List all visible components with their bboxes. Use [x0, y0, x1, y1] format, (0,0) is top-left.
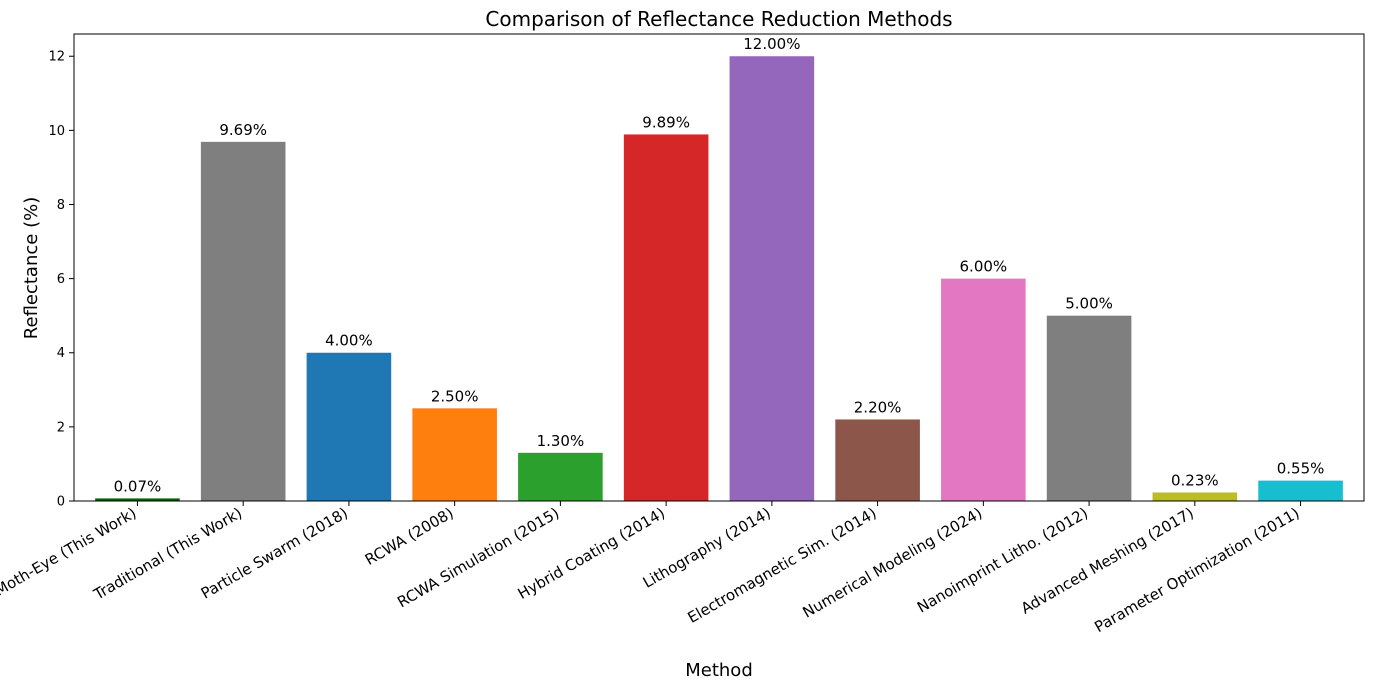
- y-tick-label: 12: [48, 50, 65, 65]
- x-tick-label: Parameter Optimization (2011): [1091, 504, 1302, 636]
- bar: [518, 452, 603, 501]
- bars: [95, 56, 1343, 501]
- data-label: 2.20%: [854, 398, 902, 416]
- y-axis-ticks: 0 2 4 6 8 10 12: [48, 50, 74, 510]
- y-tick-label: 6: [57, 272, 65, 287]
- bar: [1152, 492, 1238, 501]
- bar: [412, 408, 497, 501]
- data-label: 12.00%: [743, 35, 800, 53]
- chart-title: Comparison of Reflectance Reduction Meth…: [485, 7, 952, 31]
- x-tick-label: Nanoimprint Litho. (2012): [914, 504, 1091, 617]
- data-label: 4.00%: [325, 332, 373, 350]
- bar: [1258, 480, 1343, 501]
- bar: [1046, 315, 1132, 501]
- data-label: 2.50%: [431, 387, 479, 405]
- bar: [729, 56, 815, 501]
- y-tick-label: 0: [57, 495, 65, 510]
- bar: [941, 278, 1026, 501]
- x-tick-label: RCWA (2008): [362, 504, 457, 569]
- data-label: 0.07%: [114, 477, 162, 495]
- x-axis-label: Method: [685, 660, 753, 681]
- y-tick-label: 4: [57, 346, 65, 361]
- data-label: 6.00%: [960, 258, 1008, 276]
- data-label: 0.55%: [1277, 460, 1325, 478]
- data-labels: 0.07% 9.69% 4.00% 2.50% 1.30% 9.89% 12.00% 2.20…: [114, 35, 1325, 495]
- x-tick-label: Advanced Meshing (2017): [1018, 504, 1197, 618]
- bar: [306, 352, 392, 501]
- data-label: 9.89%: [642, 113, 690, 131]
- x-tick-label: Numerical Modeling (2024): [800, 504, 986, 622]
- y-tick-label: 10: [48, 124, 65, 139]
- y-tick-label: 2: [57, 420, 65, 435]
- bar: [623, 134, 709, 501]
- bar: [835, 419, 920, 501]
- data-label: 9.69%: [219, 121, 267, 139]
- bar: [95, 498, 180, 501]
- data-label: 1.30%: [537, 432, 585, 450]
- data-label: 0.23%: [1171, 471, 1219, 489]
- y-tick-label: 8: [57, 198, 65, 213]
- x-tick-label: Electromagnetic Sim. (2014): [685, 504, 880, 627]
- bar: [200, 141, 286, 501]
- x-axis-ticks: Moth-Eye (This Work)Traditional (This Wo…: [0, 501, 1303, 636]
- y-axis-label: Reflectance (%): [21, 197, 42, 339]
- plot-area-frame: [73, 33, 1365, 502]
- data-label: 5.00%: [1065, 295, 1113, 313]
